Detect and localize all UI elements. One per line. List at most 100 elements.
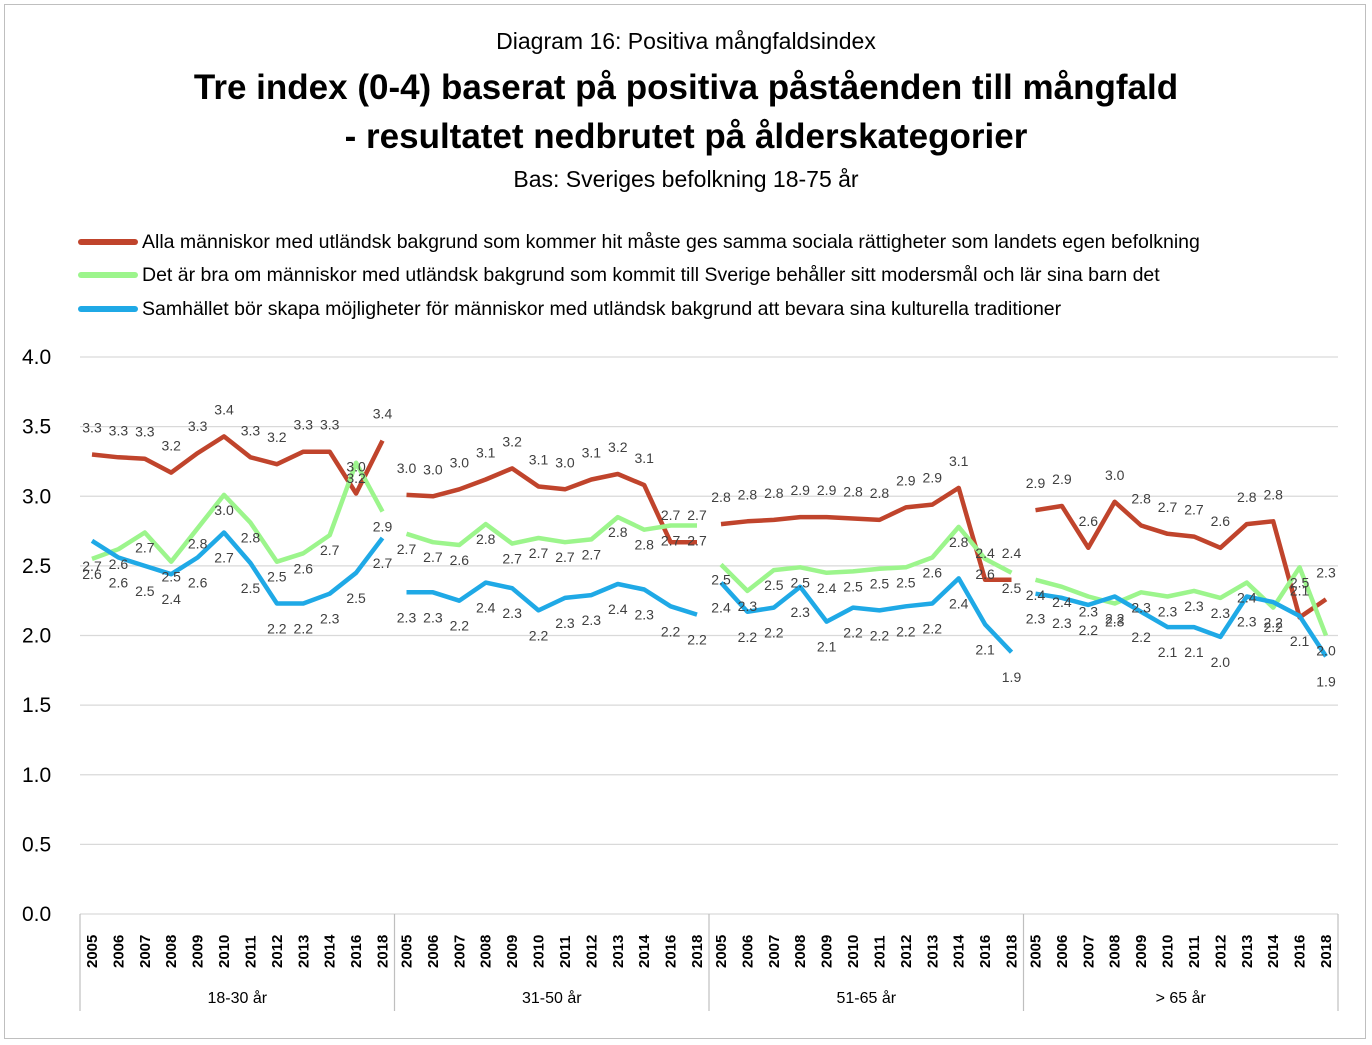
series2-data-label: 2.3	[1131, 599, 1151, 615]
y-tick-label: 0.0	[22, 903, 51, 926]
y-tick-label: 1.0	[22, 764, 51, 787]
series2-data-label: 2.2	[1263, 615, 1283, 631]
x-tick-label: 2011	[1186, 935, 1203, 968]
series1-data-label: 3.1	[582, 445, 602, 461]
series3-data-label: 2.3	[1105, 614, 1125, 630]
series2-data-label: 2.8	[949, 534, 969, 550]
series2-line	[719, 524, 1013, 594]
series2-data-label: 2.5	[1290, 574, 1310, 590]
x-tick-label: 2013	[924, 935, 941, 968]
x-tick-label: 2006	[1054, 935, 1071, 968]
series3-data-label: 1.9	[1002, 669, 1022, 685]
series1-data-label: 3.3	[294, 417, 314, 433]
series2-data-label: 2.6	[82, 566, 102, 582]
series2-data-label: 2.7	[555, 549, 575, 565]
series2-data-label: 2.8	[188, 535, 208, 551]
series3-line	[406, 580, 698, 617]
series3-data-label: 2.4	[608, 601, 628, 617]
series3-data-label: 2.0	[1211, 654, 1231, 670]
series3-data-label: 2.1	[1290, 633, 1310, 649]
chart-title-line1: Tre index (0-4) baserat på positiva påst…	[193, 68, 1179, 107]
series1-data-label: 3.0	[555, 454, 575, 470]
x-tick-label: 2012	[269, 935, 286, 968]
series3-data-label: 2.3	[1026, 611, 1046, 627]
series2-data-label: 2.5	[161, 569, 181, 585]
series3-data-label: 2.3	[320, 611, 340, 627]
series3-data-label: 2.2	[1263, 619, 1283, 635]
series3-data-label: 2.2	[923, 620, 943, 636]
y-tick-label: 4.0	[22, 346, 51, 369]
y-tick-label: 3.0	[22, 485, 51, 508]
series3-data-label: 2.5	[241, 580, 261, 596]
x-tick-label: 2011	[242, 935, 259, 968]
series3-data-label: 2.4	[949, 595, 969, 611]
legend-label-series3: Samhället bör skapa möjligheter för männ…	[142, 297, 1062, 320]
series2-data-label: 2.6	[450, 552, 470, 568]
y-axis-ticks: 0.0 0.5 1.0 1.5 2.0 2.5 3.0 3.5 4.0	[22, 346, 51, 926]
series2-data-label: 2.6	[923, 565, 943, 581]
series2-data-label: 3.0	[214, 502, 234, 518]
series2-data-label: 2.5	[267, 569, 287, 585]
series-lines	[90, 434, 1329, 658]
gridlines	[80, 356, 1338, 915]
series1-data-label: 3.0	[1105, 467, 1125, 483]
series1-line	[720, 485, 1012, 583]
x-tick-label: 2008	[163, 935, 180, 968]
series2-data-label: 3.2	[346, 470, 366, 486]
series3-data-label: 2.3	[582, 612, 602, 628]
series2-data-label: 2.3	[1184, 598, 1204, 614]
series2-data-label: 2.3	[1079, 604, 1099, 620]
series1-data-label: 2.7	[687, 507, 707, 523]
series2-data-label: 2.4	[1026, 587, 1046, 603]
series3-data-label: 2.2	[294, 620, 314, 636]
legend-item-series2: Det är bra om människor med utländsk bak…	[78, 261, 1160, 289]
series1-data-label: 3.3	[241, 422, 261, 438]
chart-title-line2: - resultatet nedbrutet på ålderskategori…	[344, 117, 1028, 156]
series3-data-label: 2.2	[687, 632, 707, 648]
series2-data-label: 2.7	[582, 546, 602, 562]
legend-item-series1: Alla människor med utländsk bakgrund som…	[78, 228, 1200, 256]
data-labels: 3.3 3.3 3.33.23.33.43.3 3.23.3 3.33.03.43.0 3…	[82, 401, 1336, 689]
series1-data-label: 3.1	[634, 450, 654, 466]
x-tick-label: 2010	[845, 935, 862, 968]
legend-label-series2: Det är bra om människor med utländsk bak…	[142, 263, 1160, 286]
series2-data-label: 2.3	[1158, 604, 1178, 620]
series1-data-label: 2.6	[1079, 513, 1099, 529]
series3-data-label: 2.2	[843, 625, 863, 641]
series3-data-label: 2.4	[161, 591, 181, 607]
x-tick-label: 2009	[819, 935, 836, 968]
x-tick-label: 2012	[898, 935, 915, 968]
series2-line	[405, 514, 697, 548]
series3-data-label: 2.7	[214, 549, 234, 565]
series2-data-label: 2.3	[1211, 605, 1231, 621]
x-tick-label: 2018	[375, 935, 392, 968]
series1-data-label: 2.1	[1290, 582, 1310, 598]
series1-data-label: 2.4	[1002, 545, 1022, 561]
x-tick-label: 2011	[557, 935, 574, 968]
y-tick-label: 3.5	[22, 416, 51, 439]
x-tick-label: 2013	[610, 935, 627, 968]
series2-data-label: 2.7	[529, 545, 549, 561]
x-tick-label: 2006	[110, 935, 127, 968]
x-tick-label: 2007	[451, 935, 468, 968]
series3-data-label: 2.3	[634, 607, 654, 623]
series1-data-label: 2.8	[711, 489, 731, 505]
x-tick-label: 2010	[531, 935, 548, 968]
series3-data-label: 2.2	[450, 618, 470, 634]
x-tick-label: 2009	[1133, 935, 1150, 968]
series3-data-label: 2.6	[188, 575, 208, 591]
series1-data-label: 2.8	[1131, 490, 1151, 506]
x-tick-label: 2007	[137, 935, 154, 968]
diagram-label: Diagram 16: Positiva mångfaldsindex	[496, 28, 876, 54]
series1-data-label: 3.0	[346, 458, 366, 474]
chart-subtitle: Bas: Sveriges befolkning 18-75 år	[513, 166, 859, 192]
series1-data-label: 2.3	[1316, 564, 1336, 580]
y-tick-label: 2.0	[22, 625, 51, 648]
y-tick-label: 0.5	[22, 833, 51, 856]
series1-data-label: 3.4	[373, 406, 393, 422]
x-tick-label: 2010	[216, 935, 233, 968]
series2-data-label: 2.8	[476, 531, 496, 547]
x-tick-label: 2005	[399, 935, 416, 968]
series1-line	[91, 434, 385, 496]
series1-data-label: 3.3	[188, 418, 208, 434]
